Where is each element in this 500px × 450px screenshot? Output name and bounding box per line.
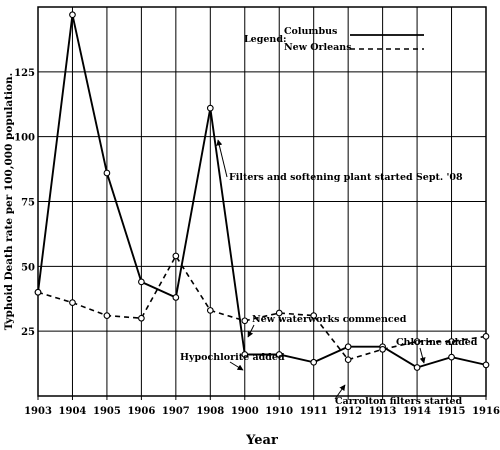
x-tick-label: 1915 (438, 406, 466, 417)
data-point-new-orleans (413, 338, 421, 345)
data-point-columbus (69, 11, 76, 19)
y-tick-label: 50 (21, 262, 35, 273)
data-point-columbus (344, 343, 352, 351)
data-point-new-orleans (69, 299, 76, 306)
x-tick-label: 1905 (93, 406, 121, 417)
annotation-carrolton-filters: Carrolton filters started (335, 396, 463, 407)
x-tick-label: 1912 (334, 406, 362, 417)
data-point-new-orleans (172, 252, 180, 260)
x-tick-label: 1914 (403, 406, 431, 417)
data-point-columbus (103, 169, 111, 177)
data-point-new-orleans (206, 307, 214, 314)
annotation-hypochlorite: Hypochlorite added (180, 352, 285, 363)
data-point-new-orleans (379, 345, 386, 353)
data-point-columbus (206, 104, 214, 112)
x-tick-label: 1904 (59, 406, 87, 417)
y-tick-label: 25 (21, 327, 35, 338)
data-point-new-orleans (241, 317, 249, 325)
data-point-new-orleans (103, 312, 111, 319)
x-tick-label: 1913 (369, 406, 397, 417)
x-tick-label: 1906 (127, 406, 155, 417)
data-point-new-orleans (34, 288, 42, 296)
annotation-filters-softening: Filters and softening plant started Sept… (229, 172, 463, 183)
data-point-new-orleans (138, 314, 145, 322)
y-tick-label: 75 (21, 198, 35, 209)
x-tick-label: 1908 (196, 406, 224, 417)
y-axis-label: Typhoid Death rate per 100,000 populatio… (3, 73, 15, 331)
data-point-columbus (275, 351, 283, 358)
data-point-new-orleans (482, 333, 490, 340)
legend-label-columbus: Columbus (284, 26, 337, 37)
x-tick-label: 1910 (265, 406, 293, 417)
data-point-columbus (448, 353, 455, 361)
x-tick-label: 1903 (24, 406, 52, 417)
data-point-columbus (310, 358, 318, 366)
data-point-columbus (241, 351, 249, 358)
y-axis-ticks: 25 50 75 100 125 (14, 68, 35, 338)
annotations: Filters and softening plant started Sept… (180, 172, 478, 407)
y-tick-label: 125 (14, 68, 35, 79)
x-axis-ticks: 1903 1904 1905 1906 1907 1908 1900 1910 1911 1912… (24, 396, 500, 417)
x-tick-label: 1900 (231, 406, 259, 417)
series-line-new-orleans (37, 254, 487, 361)
x-axis-label: Year (245, 433, 278, 448)
series-group (34, 11, 490, 371)
annotation-chlorine: Chlorine added (396, 337, 478, 348)
annotation-new-waterworks: New waterworks commenced (252, 314, 407, 325)
data-point-new-orleans (275, 309, 283, 317)
data-point-columbus (413, 364, 421, 371)
legend-title: Legend: (244, 34, 286, 45)
annotation-arrow (334, 384, 346, 400)
x-tick-label: 1916 (472, 406, 500, 417)
data-point-new-orleans (448, 338, 455, 345)
x-tick-label: 1907 (162, 406, 190, 417)
annotation-arrow (229, 361, 244, 371)
plot-frame (37, 6, 487, 397)
legend-label-new-orleans: New Orleans (284, 42, 352, 53)
annotation-arrow (247, 324, 255, 338)
data-point-new-orleans (310, 312, 318, 319)
annotation-arrow (216, 139, 228, 178)
y-tick-label: 100 (14, 133, 35, 144)
annotation-arrows (216, 139, 426, 400)
legend: Legend: Columbus New Orleans (244, 26, 424, 53)
x-tick-label: 1911 (300, 406, 328, 417)
data-point-columbus (482, 361, 490, 369)
annotation-arrow (419, 347, 426, 364)
data-point-new-orleans (344, 356, 352, 364)
data-point-columbus (172, 294, 180, 301)
series-line-columbus (37, 14, 487, 369)
data-point-columbus (138, 278, 145, 286)
